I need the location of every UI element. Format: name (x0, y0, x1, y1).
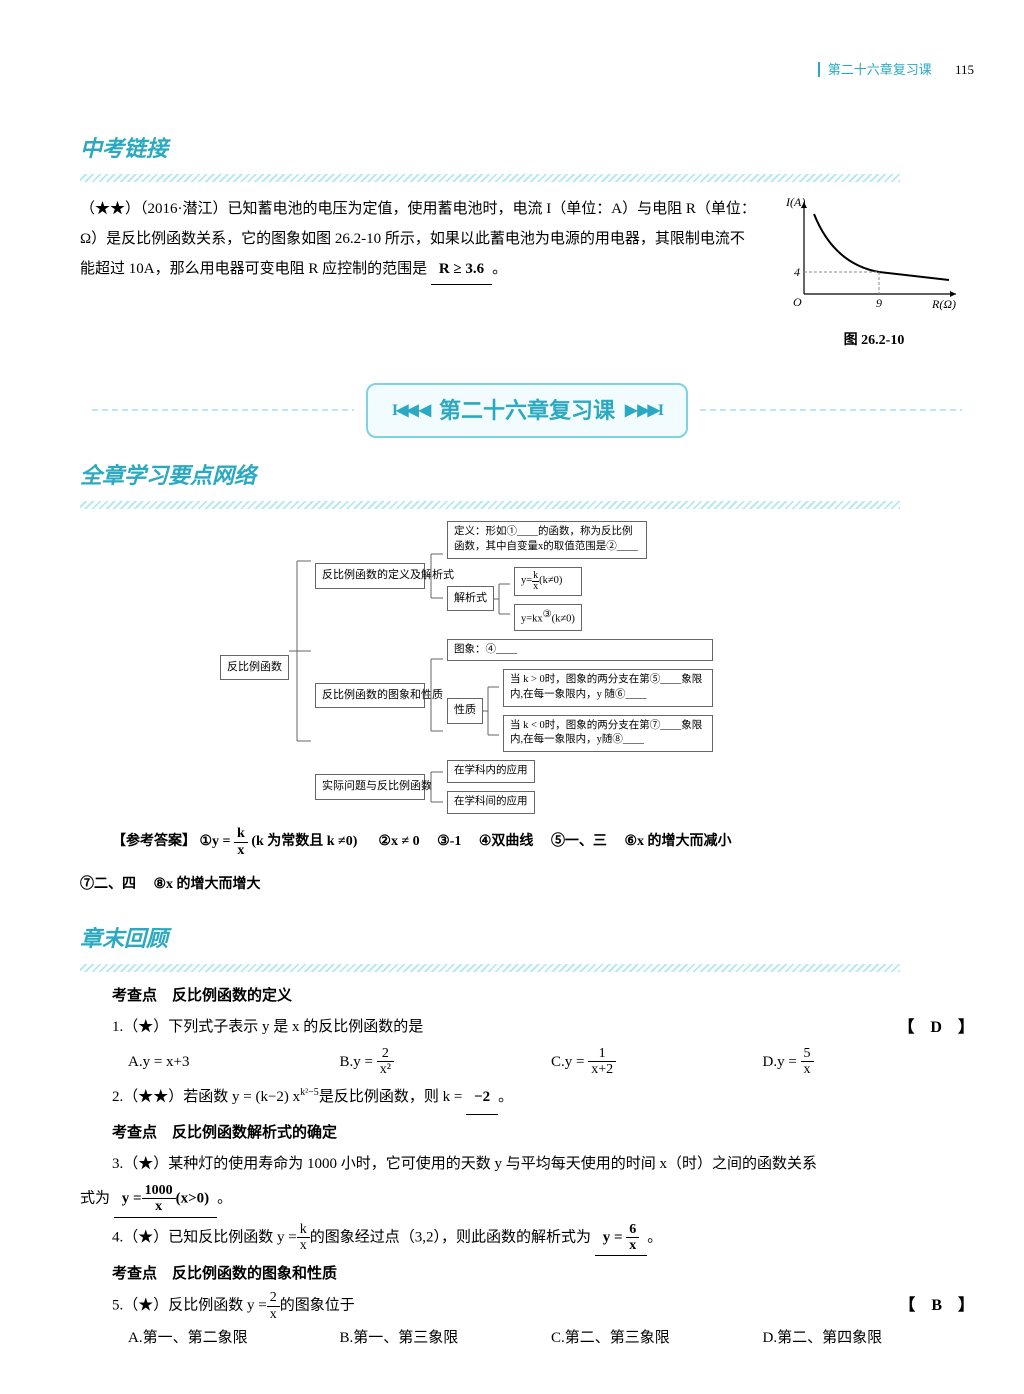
tree-leaf: 在学科间的应用 (447, 791, 535, 814)
tree-formula: y=kx③(k≠0) (514, 604, 582, 631)
svg-text:4: 4 (794, 265, 800, 279)
question-3: 3.（★）某种灯的使用寿命为 1000 小时，它可使用的天数 y 与平均每天使用… (80, 1149, 974, 1179)
source: （2016·潜江） (140, 201, 228, 217)
ans8: ⑧x 的增大而增大 (154, 877, 261, 892)
opt-b: B.y = 2x² (340, 1046, 552, 1078)
answer-blank: R ≥ 3.6 (431, 254, 492, 285)
tree-leaf: 当 k > 0时，图象的两分支在第⑤____象限内,在每一象限内，y 随⑥___… (503, 669, 713, 706)
svg-text:R(Ω): R(Ω) (931, 297, 956, 311)
question-4: 4.（★）已知反比例函数 y =kx的图象经过点（3,2），则此函数的解析式为 … (80, 1222, 974, 1257)
q2-answer: −2 (466, 1082, 498, 1115)
ans2: ②x ≠ 0 (378, 834, 419, 849)
network-title: 全章学习要点网络 (80, 458, 974, 493)
opt-c: C.第二、第三象限 (551, 1326, 763, 1350)
brace-icon (425, 536, 447, 616)
answers-label: 【参考答案】 (112, 834, 196, 849)
nav-next-icon: ▶ ▶▶I (625, 398, 662, 424)
tree-node: 性质 (447, 698, 483, 724)
svg-text:O: O (793, 295, 802, 309)
tree-root: 反比例函数 (220, 655, 289, 681)
tree-node: 解析式 (447, 586, 494, 612)
q3-answer: y =1000x(x>0) (114, 1183, 217, 1218)
nav-prev-icon: I◀◀ ◀ (392, 398, 429, 424)
opt-a: A.第一、第二象限 (128, 1326, 340, 1350)
zhongkao-title: 中考链接 (80, 131, 974, 166)
opt-b: B.第一、第三象限 (340, 1326, 552, 1350)
ans6: ⑥x 的增大而减小 (624, 834, 731, 849)
concept-tree: 反比例函数 反比例函数的定义及解析式 定义：形如①____的函数，称为反比例函数… (220, 521, 974, 814)
chart-caption: 图 26.2-10 (774, 330, 974, 352)
stars: （★★） (80, 201, 140, 217)
tree-leaf: 定义：形如①____的函数，称为反比例函数，其中自变量x的取值范围是②____ (447, 521, 647, 558)
reference-answers-line2: ⑦二、四 ⑧x 的增大而增大 (80, 870, 974, 901)
opt-c: C.y = 1x+2 (551, 1046, 763, 1078)
tree-formula: y=kx(k≠0) (514, 567, 582, 596)
brace-icon (425, 645, 447, 745)
svg-text:I(A): I(A) (785, 195, 805, 209)
chapter-banner: I◀◀ ◀ 第二十六章复习课 ▶ ▶▶I (366, 383, 688, 438)
question-2: 2.（★★）若函数 y = (k−2) xk²−5是反比例函数，则 k = −2… (80, 1082, 974, 1115)
question-1: 1.（★）下列式子表示 y 是 x 的反比例函数的是 【 D 】 (80, 1012, 974, 1042)
q1-options: A.y = x+3 B.y = 2x² C.y = 1x+2 D.y = 5x (80, 1046, 974, 1078)
tree-leaf: 当 k < 0时，图象的两分支在第⑦____象限内,在每一象限内，y随⑧____ (503, 715, 713, 752)
q5-options: A.第一、第二象限 B.第一、第三象限 C.第二、第三象限 D.第二、第四象限 (80, 1326, 974, 1350)
header-chapter: 第二十六章复习课 (818, 62, 932, 77)
zhongkao-text: （★★）（2016·潜江）已知蓄电池的电压为定值，使用蓄电池时，电流 I（单位：… (80, 194, 758, 353)
kaodian-2: 考查点 反比例函数解析式的确定 (80, 1121, 974, 1145)
divider-stripe (80, 501, 900, 509)
ans4: ④双曲线 (479, 834, 534, 849)
period: 。 (492, 261, 507, 277)
opt-a: A.y = x+3 (128, 1046, 340, 1078)
kaodian-1: 考查点 反比例函数的定义 (80, 984, 974, 1008)
divider-stripe (80, 964, 900, 972)
page-header: 第二十六章复习课 115 (80, 60, 974, 81)
tree-b3: 实际问题与反比例函数 (315, 774, 425, 800)
svg-text:9: 9 (876, 296, 882, 310)
brace-icon (483, 671, 503, 751)
q4-answer: y = 6x (595, 1222, 648, 1257)
chart-box: 4 9 O I(A) R(Ω) 图 26.2-10 (774, 194, 974, 353)
chapter-banner-row: I◀◀ ◀ 第二十六章复习课 ▶ ▶▶I (80, 383, 974, 438)
chapter-title: 第二十六章复习课 (439, 393, 615, 428)
ans7: ⑦二、四 (80, 877, 136, 892)
question-3-line2: 式为 y =1000x(x>0) 。 (80, 1183, 974, 1218)
brace-icon (289, 521, 315, 781)
curve-chart: 4 9 O I(A) R(Ω) (784, 194, 964, 314)
brace-icon (494, 572, 514, 626)
page-number: 115 (955, 62, 974, 77)
tree-leaf: 图象：④____ (447, 639, 713, 662)
zhongkao-block: （★★）（2016·潜江）已知蓄电池的电压为定值，使用蓄电池时，电流 I（单位：… (80, 194, 974, 353)
tree-b2: 反比例函数的图象和性质 (315, 683, 425, 709)
opt-d: D.第二、第四象限 (763, 1326, 975, 1350)
kaodian-3: 考查点 反比例函数的图象和性质 (80, 1262, 974, 1286)
review-title: 章末回顾 (80, 921, 974, 956)
q1-answer: 【 D 】 (898, 1012, 974, 1044)
tree-leaf: 在学科内的应用 (447, 760, 535, 783)
divider-stripe (80, 174, 900, 182)
ans3: ③-1 (437, 834, 461, 849)
ans5: ⑤一、三 (551, 834, 607, 849)
ans1: ①y = kx (k 为常数且 k ≠0) (200, 834, 361, 849)
tree-b1: 反比例函数的定义及解析式 (315, 563, 425, 589)
q5-answer: 【 B 】 (899, 1290, 974, 1322)
opt-d: D.y = 5x (763, 1046, 975, 1078)
question-5: 5.（★）反比例函数 y =2x的图象位于 【 B 】 (80, 1290, 974, 1322)
reference-answers: 【参考答案】 ①y = kx (k 为常数且 k ≠0) ②x ≠ 0 ③-1 … (80, 826, 974, 858)
brace-icon (425, 760, 447, 814)
